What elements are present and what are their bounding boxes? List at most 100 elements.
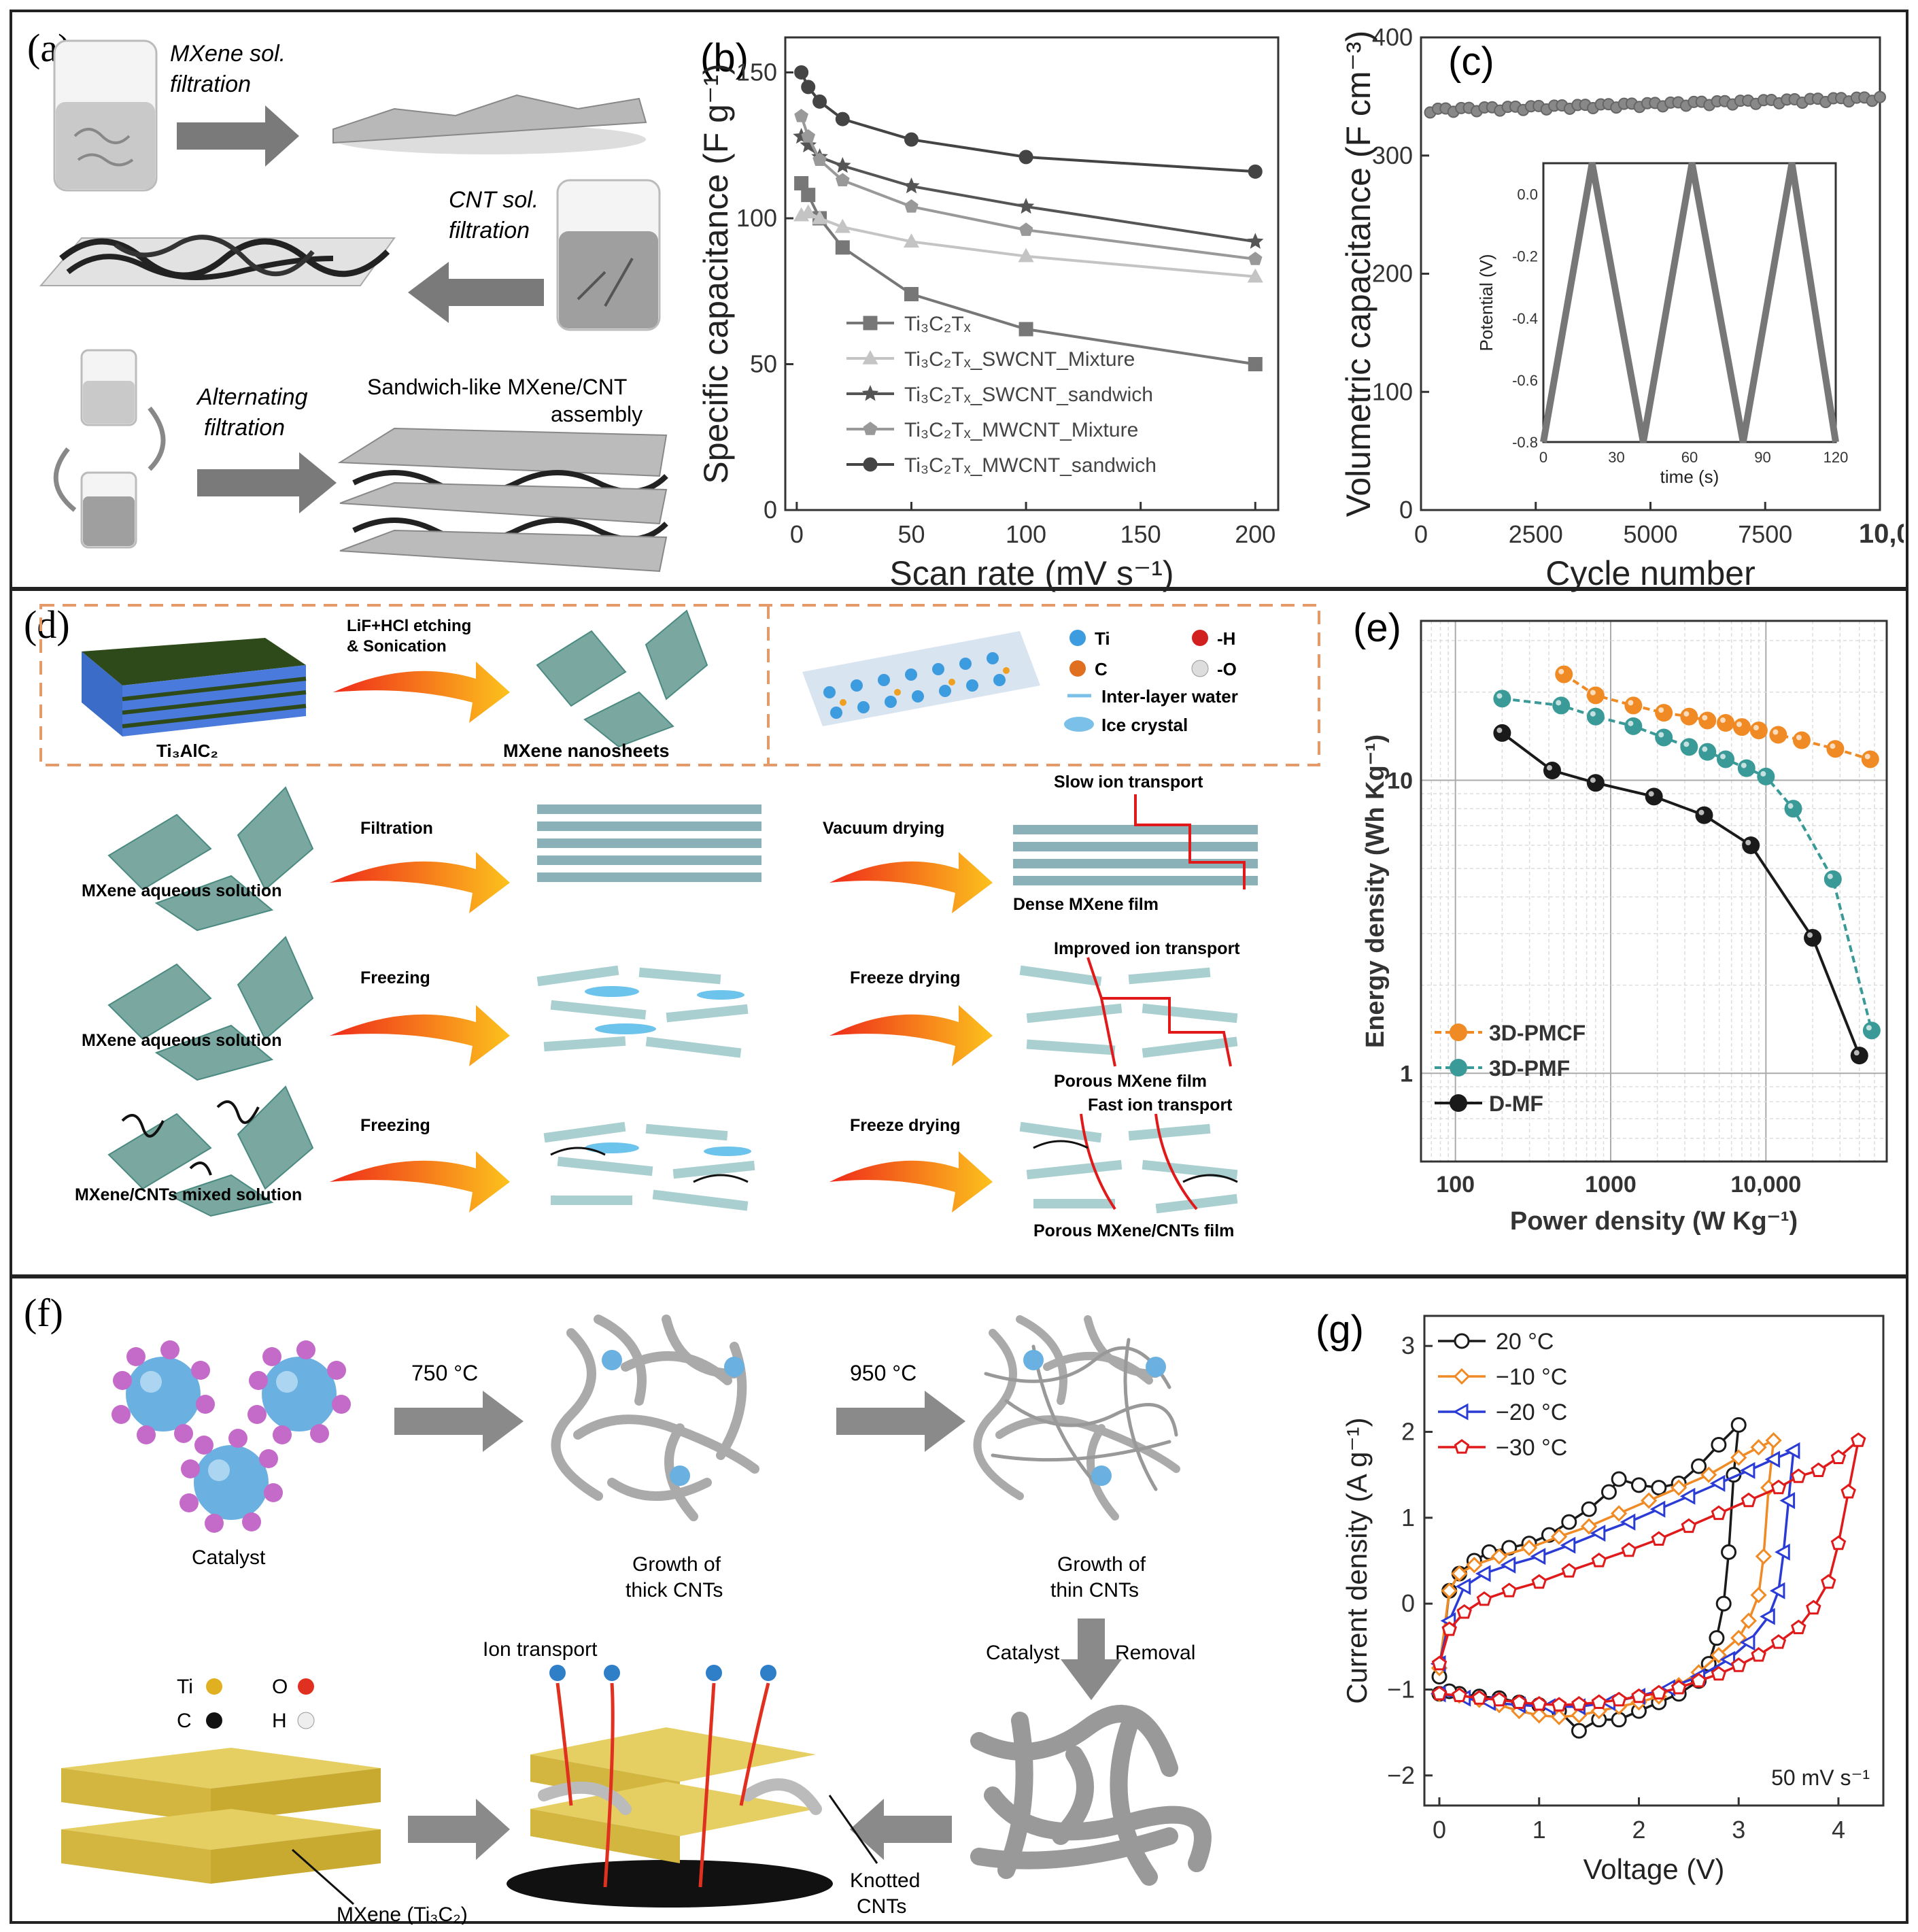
row1-sheets xyxy=(107,786,314,932)
data-point xyxy=(801,129,816,143)
data-point xyxy=(1750,1439,1767,1456)
panel-b-chart: (b) 0 50 100 150 200 0 50 100 150 Scan rate (mV s⁻… xyxy=(697,36,1280,592)
legend-marker xyxy=(1450,1094,1467,1112)
legend-ti: Ti xyxy=(1095,628,1110,649)
data-point xyxy=(1784,800,1802,818)
mxene-lattice xyxy=(802,631,1040,726)
legend-entry: Ti₃C₂Tₓ_SWCNT_Mixture xyxy=(904,348,1135,371)
y-tick-label: 1 xyxy=(1400,1061,1413,1087)
inset-x-tick-label: 120 xyxy=(1823,449,1849,466)
row1-step2: Vacuum drying xyxy=(823,819,944,838)
data-point-highlight xyxy=(1736,722,1742,728)
alternating-line2: filtration xyxy=(204,415,285,441)
data-point xyxy=(1784,1442,1800,1459)
beaker-mxene xyxy=(53,39,158,192)
data-point xyxy=(1823,870,1842,888)
ion-transport-label: Ion transport xyxy=(483,1638,598,1661)
y-tick-label: 400 xyxy=(1372,23,1413,51)
data-point xyxy=(904,287,919,302)
legend-f-c: C xyxy=(177,1710,192,1732)
inset-y-tick-label: -0.4 xyxy=(1512,310,1538,327)
row3-porous xyxy=(543,1121,755,1211)
alternating-beakers xyxy=(53,349,166,549)
f-legend: Ti O C H xyxy=(177,1676,315,1732)
data-point xyxy=(1581,1501,1597,1517)
data-point xyxy=(1874,90,1886,103)
row2-sheets xyxy=(107,936,314,1081)
data-point xyxy=(1791,1619,1806,1635)
data-point xyxy=(1840,1484,1856,1499)
data-point xyxy=(1779,1492,1796,1510)
panel-c-chart: (c)025005000750010,0000100200300400Cycle… xyxy=(1339,23,1904,592)
inset-series-line xyxy=(1540,163,1839,443)
legend-o: -O xyxy=(1217,659,1237,679)
y-tick-label: 1 xyxy=(1401,1504,1415,1531)
legend-f-ti: Ti xyxy=(177,1676,193,1698)
legend-marker xyxy=(1450,1023,1467,1041)
arrow-row2-b xyxy=(829,1005,993,1066)
temp-750: 750 °C xyxy=(411,1361,478,1385)
data-point-highlight xyxy=(1590,690,1596,696)
cnt-film xyxy=(39,235,396,286)
x-tick-label: 0 xyxy=(1414,520,1428,548)
arrow-alternating xyxy=(197,452,337,513)
data-point xyxy=(1719,1650,1736,1668)
legend-ice: Ice crystal xyxy=(1101,715,1188,735)
data-point xyxy=(794,65,809,80)
legend-marker xyxy=(1454,1333,1470,1349)
data-point xyxy=(1018,322,1033,337)
x-tick-label: 150 xyxy=(1120,520,1161,548)
legend-marker xyxy=(863,316,878,331)
data-point-highlight xyxy=(1796,734,1802,741)
arrow-mxene-right xyxy=(408,1799,510,1860)
data-point xyxy=(1621,1542,1637,1557)
assembly-line2: assembly xyxy=(551,402,643,426)
data-point xyxy=(1715,1595,1732,1612)
panel-e-label: (e) xyxy=(1353,606,1401,650)
data-point-highlight xyxy=(1745,840,1751,846)
data-point xyxy=(1730,1449,1747,1466)
data-point xyxy=(1018,248,1034,262)
data-point-highlight xyxy=(1590,711,1596,717)
data-point xyxy=(1649,1500,1666,1518)
data-point-highlight xyxy=(1787,803,1794,809)
arrow-row3-b xyxy=(829,1151,993,1213)
data-point xyxy=(801,188,816,203)
legend-marker xyxy=(861,385,879,401)
x-tick-label: 100 xyxy=(1436,1172,1475,1198)
cnt-filtration-line1: CNT sol. xyxy=(449,187,538,213)
legend-entry: 20 °C xyxy=(1496,1329,1554,1355)
data-point xyxy=(1248,252,1263,265)
plot-frame xyxy=(1423,1315,1885,1807)
panel-f-schematic: (f) Catalyst 750 °C Growth of thick CNTs… xyxy=(24,1291,1212,1925)
data-point xyxy=(1555,665,1573,683)
data-point xyxy=(1830,1535,1847,1550)
y-axis-label: Specific capacitance (F g⁻¹) xyxy=(697,63,735,484)
data-point xyxy=(1717,750,1735,768)
data-point xyxy=(1651,1480,1667,1496)
data-point xyxy=(1691,1672,1707,1688)
legend-marker xyxy=(1453,1368,1471,1385)
data-point xyxy=(1561,1514,1577,1530)
data-point xyxy=(1671,1479,1688,1496)
data-point-highlight xyxy=(1702,715,1708,721)
data-point xyxy=(1500,1556,1516,1574)
y-tick-label: 150 xyxy=(736,58,777,86)
data-point xyxy=(1441,1621,1457,1636)
data-point xyxy=(1680,707,1698,726)
data-point xyxy=(1248,164,1263,179)
arrow-750 xyxy=(394,1391,524,1452)
data-point xyxy=(1851,1432,1866,1447)
data-point xyxy=(1679,1487,1696,1505)
data-point xyxy=(1770,1479,1787,1495)
data-point xyxy=(1571,1723,1587,1739)
y-tick-label: 2 xyxy=(1401,1418,1415,1446)
data-point xyxy=(1543,762,1561,780)
x-tick-label: 7500 xyxy=(1738,520,1792,548)
data-point-highlight xyxy=(1628,700,1634,706)
data-point-highlight xyxy=(1720,717,1726,724)
data-point xyxy=(1737,759,1756,777)
row1-top: Slow ion transport xyxy=(1054,773,1203,792)
data-point-highlight xyxy=(1741,762,1747,768)
y-tick-label: 0 xyxy=(1401,1589,1415,1617)
